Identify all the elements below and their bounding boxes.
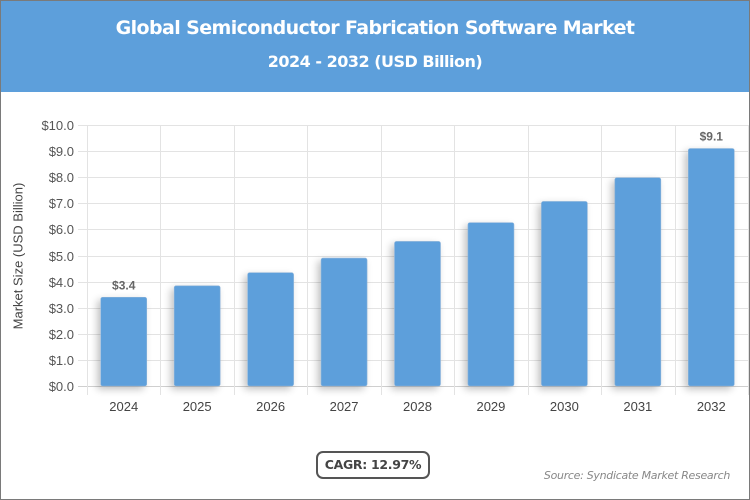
y-tick-label: $4.0	[49, 275, 74, 290]
y-tick-label: $10.0	[41, 118, 74, 133]
y-tick-label: $8.0	[49, 170, 74, 185]
x-tick-label: 2024	[109, 399, 138, 414]
y-tick-label: $5.0	[49, 249, 74, 264]
bars: $3.4 $9.1	[100, 129, 735, 387]
bar-2026	[247, 272, 294, 387]
bar-2029	[467, 222, 515, 387]
bar-2025	[173, 285, 221, 387]
bar-2027	[320, 257, 368, 387]
x-tick-label: 2031	[623, 399, 652, 414]
chart-title: Global Semiconductor Fabrication Softwar…	[115, 17, 635, 39]
x-tick-label: 2027	[330, 399, 359, 414]
x-tick-label: 2028	[403, 399, 432, 414]
y-axis-ticks: $0.0 $1.0 $2.0 $3.0 $4.0 $5.0 $6.0 $7.0 $8.0 $9.0…	[41, 118, 74, 394]
x-tick-label: 2026	[256, 399, 285, 414]
y-tick-label: $9.0	[49, 144, 74, 159]
y-tick-label: $3.0	[49, 301, 74, 316]
source-note: Source: Syndicate Market Research	[543, 469, 730, 482]
chart-header: Global Semiconductor Fabrication Softwar…	[1, 1, 749, 92]
data-label: $3.4	[112, 278, 136, 292]
x-axis-ticks: 2024 2025 2026 2027 2028 2029 2030 2031 2032	[109, 399, 725, 414]
bar-2032: $9.1	[687, 129, 735, 387]
y-tick-label: $0.0	[49, 379, 74, 394]
x-tick-label: 2030	[550, 399, 579, 414]
bar-2030	[541, 201, 588, 387]
bar-2024: $3.4	[100, 278, 148, 387]
y-tick-label: $1.0	[49, 353, 74, 368]
x-tick-label: 2025	[183, 399, 212, 414]
x-tick-label: 2032	[697, 399, 726, 414]
y-tick-label: $6.0	[49, 222, 74, 237]
bar-2028	[394, 241, 441, 387]
chart-subtitle: 2024 - 2032 (USD Billion)	[267, 52, 483, 71]
y-tick-label: $2.0	[49, 327, 74, 342]
cagr-badge: CAGR: 12.97%	[316, 451, 430, 479]
y-tick-label: $7.0	[49, 196, 74, 211]
bar-2031	[614, 177, 662, 387]
x-tick-label: 2029	[476, 399, 505, 414]
data-label: $9.1	[700, 129, 724, 143]
